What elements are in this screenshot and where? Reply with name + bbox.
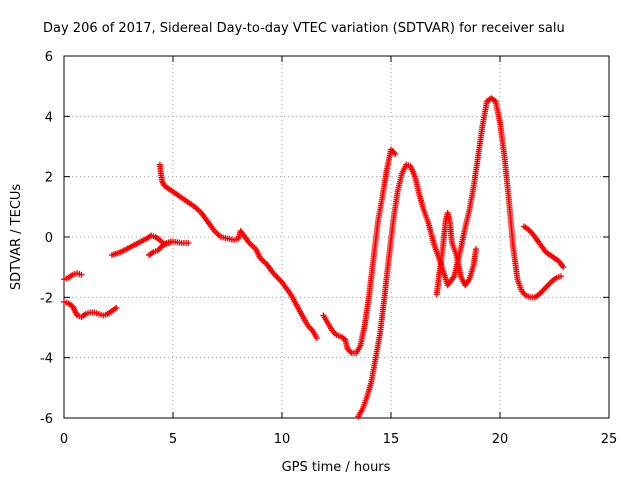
y-tick-label: 0 [45, 231, 53, 246]
x-axis-label: GPS time / hours [282, 460, 391, 475]
data-point [473, 246, 480, 253]
x-tick-label: 25 [601, 432, 618, 447]
chart-title: Day 206 of 2017, Sidereal Day-to-day VTE… [43, 21, 565, 36]
y-tick-label: 2 [45, 171, 53, 186]
data-point [78, 271, 85, 278]
x-tick-label: 20 [492, 432, 509, 447]
x-tick-label: 5 [169, 432, 177, 447]
data-point [167, 238, 174, 245]
y-tick-label: 6 [45, 50, 53, 65]
data-point [313, 335, 320, 342]
x-tick-label: 10 [274, 432, 291, 447]
y-tick-label: 4 [45, 110, 53, 125]
y-tick-label: -2 [40, 291, 53, 306]
data-point [392, 151, 399, 158]
data-point [185, 240, 192, 247]
y-tick-label: -4 [40, 352, 53, 367]
data-point [558, 273, 565, 280]
y-axis-label: SDTVAR / TECUs [9, 184, 24, 291]
x-tick-label: 15 [383, 432, 400, 447]
data-point [113, 304, 120, 311]
axis-ticks: 0 5 10 15 20 25 -6 -4 -2 0 2 4 6 [40, 50, 617, 447]
data-points [61, 95, 567, 420]
y-tick-label: -6 [40, 412, 53, 427]
data-point [560, 264, 567, 271]
x-tick-label: 0 [60, 432, 68, 447]
